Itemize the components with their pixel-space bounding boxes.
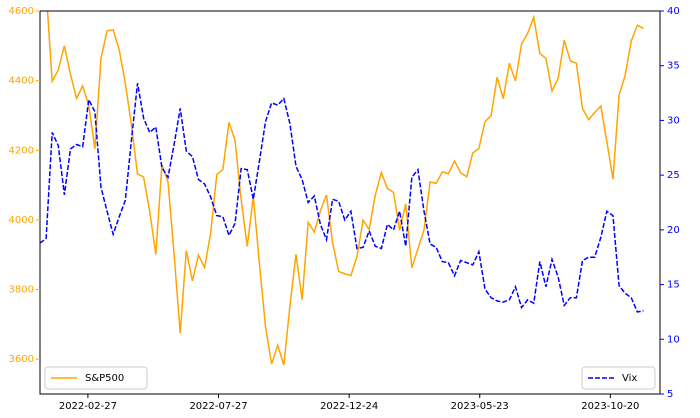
y-tick-label: 4400	[9, 76, 34, 87]
series-line	[46, 11, 644, 366]
plot-frame	[39, 10, 661, 395]
y2-tick-label: 40	[667, 6, 680, 17]
y-tick-label: 3800	[9, 285, 34, 296]
series-line	[40, 83, 644, 313]
y-tick-label: 4600	[9, 6, 34, 17]
x-tick-label: 2023-05-23	[451, 401, 509, 412]
x-tick-label: 2022-07-27	[189, 401, 247, 412]
y2-tick-label: 10	[667, 334, 680, 345]
legend-label: S&P500	[85, 373, 124, 384]
y2-tick-label: 5	[667, 389, 673, 400]
legend-label: Vix	[622, 373, 637, 384]
legend: Vix	[581, 366, 656, 390]
legend-box	[44, 366, 148, 390]
y2-tick-label: 35	[667, 61, 680, 72]
y2-tick-label: 30	[667, 115, 680, 126]
y2-tick-label: 20	[667, 225, 680, 236]
y-tick-label: 4000	[9, 215, 34, 226]
x-tick-label: 2023-10-20	[581, 401, 639, 412]
legend-box	[581, 366, 656, 390]
y-tick-label: 3600	[9, 354, 34, 365]
legend: S&P500	[44, 366, 148, 390]
x-tick-label: 2022-12-24	[320, 401, 378, 412]
plot-area	[40, 11, 644, 366]
y2-tick-label: 15	[667, 280, 680, 291]
y-tick-label: 4200	[9, 145, 34, 156]
x-tick-label: 2022-02-27	[59, 401, 117, 412]
y2-tick-label: 25	[667, 170, 680, 181]
